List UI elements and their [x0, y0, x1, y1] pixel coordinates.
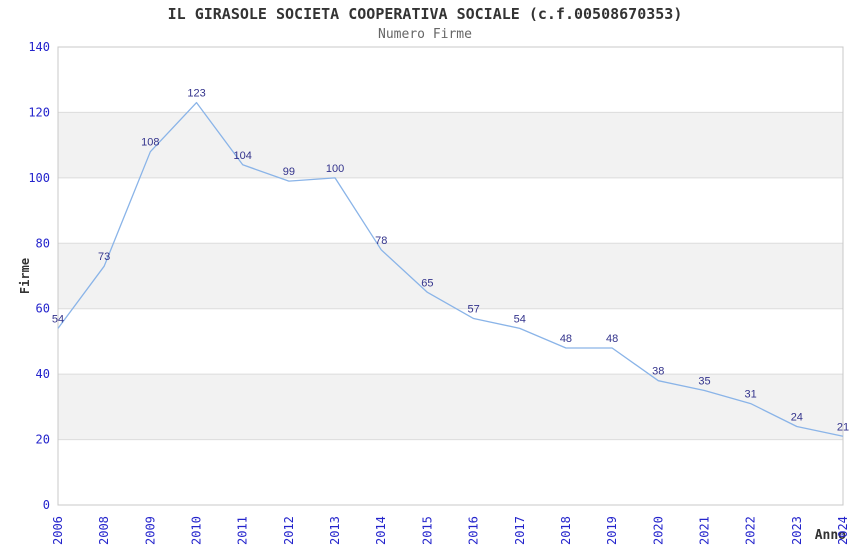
y-tick-label: 20 — [36, 433, 50, 447]
x-tick-label: 2023 — [790, 516, 804, 545]
data-point-label: 65 — [421, 277, 433, 289]
data-point-label: 99 — [283, 166, 295, 178]
data-point-label: 54 — [52, 313, 64, 325]
data-point-label: 24 — [791, 411, 803, 423]
x-tick-label: 2014 — [374, 516, 388, 545]
x-axis-title: Anno — [814, 528, 846, 543]
data-point-label: 54 — [514, 313, 526, 325]
x-tick-label: 2021 — [697, 516, 711, 545]
data-point-label: 123 — [187, 88, 205, 100]
chart-title: IL GIRASOLE SOCIETA COOPERATIVA SOCIALE … — [167, 5, 683, 23]
y-tick-label: 0 — [43, 498, 50, 512]
x-tick-label: 2015 — [420, 516, 434, 545]
data-point-label: 31 — [745, 389, 757, 401]
plot-border — [57, 46, 844, 506]
data-point-label: 73 — [98, 251, 110, 263]
x-tick-label: 2008 — [97, 516, 111, 545]
data-point-label: 78 — [375, 235, 387, 247]
grid-band — [58, 243, 843, 309]
data-point-label: 104 — [234, 150, 252, 162]
data-point-label: 48 — [560, 333, 572, 345]
data-point-label: 48 — [606, 333, 618, 345]
chart-subtitle: Numero Firme — [378, 27, 472, 42]
x-tick-label: 2019 — [605, 516, 619, 545]
data-point-label: 100 — [326, 163, 344, 175]
x-tick-label: 2009 — [143, 516, 157, 545]
data-point-label: 57 — [467, 304, 479, 316]
data-point-label: 35 — [698, 376, 710, 388]
y-tick-label: 140 — [28, 40, 50, 54]
grid-band — [58, 374, 843, 440]
grid-band — [58, 112, 843, 178]
data-point-label: 21 — [837, 421, 849, 433]
x-tick-label: 2024 — [836, 516, 850, 545]
y-tick-label: 80 — [36, 236, 50, 250]
y-tick-label: 120 — [28, 105, 50, 119]
x-tick-label: 2020 — [651, 516, 665, 545]
x-tick-label: 2012 — [282, 516, 296, 545]
x-tick-label: 2016 — [467, 516, 481, 545]
x-tick-label: 2022 — [744, 516, 758, 545]
x-tick-label: 2018 — [559, 516, 573, 545]
y-tick-label: 100 — [28, 171, 50, 185]
y-tick-label: 60 — [36, 302, 50, 316]
data-point-label: 108 — [141, 137, 159, 149]
x-tick-label: 2017 — [513, 516, 527, 545]
y-tick-label: 40 — [36, 367, 50, 381]
data-point-label: 38 — [652, 366, 664, 378]
x-tick-label: 2011 — [236, 516, 250, 545]
x-tick-label: 2006 — [51, 516, 65, 545]
x-tick-label: 2010 — [190, 516, 204, 545]
series-line — [57, 101, 844, 437]
x-tick-label: 2013 — [328, 516, 342, 545]
